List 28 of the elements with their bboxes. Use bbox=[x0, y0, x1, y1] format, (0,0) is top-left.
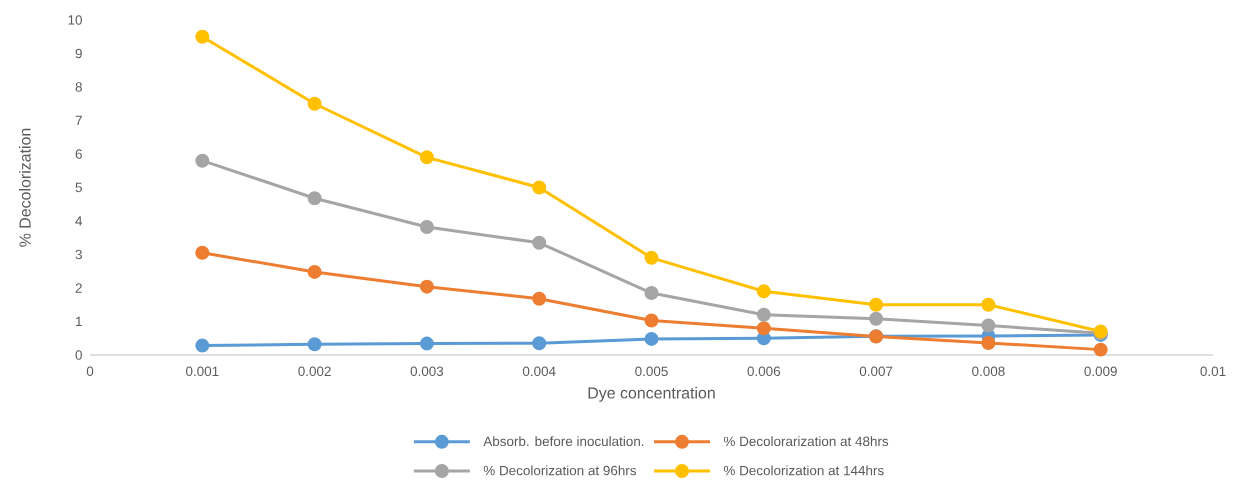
x-tick-label: 0.01 bbox=[1200, 366, 1226, 377]
x-axis-title: Dye concentration bbox=[588, 386, 715, 402]
x-tick-label: 0.001 bbox=[186, 366, 219, 377]
x-tick-label: 0.005 bbox=[635, 366, 668, 377]
y-tick-label: 3 bbox=[75, 249, 82, 260]
x-tick-label: 0.003 bbox=[410, 366, 444, 377]
x-tick-label: 0.006 bbox=[747, 366, 781, 377]
x-tick-label: 0.004 bbox=[522, 366, 556, 377]
x-tick-label: 0.009 bbox=[1084, 366, 1117, 377]
y-tick-label: 7 bbox=[75, 115, 82, 126]
y-tick-label: 6 bbox=[75, 149, 82, 159]
y-tick-label: 0 bbox=[75, 350, 82, 360]
y-tick-label: 9 bbox=[75, 48, 82, 59]
y-tick-label: 8 bbox=[75, 82, 82, 92]
y-axis-title: % Decolorization bbox=[18, 128, 31, 247]
y-tick-label: 5 bbox=[75, 182, 82, 193]
legend-label: % Decolorization at 144hrs bbox=[723, 465, 884, 476]
x-tick-label: 0 bbox=[86, 366, 94, 377]
x-tick-label: 0.002 bbox=[298, 366, 331, 377]
y-tick-label: 10 bbox=[68, 15, 82, 25]
x-tick-label: 0.008 bbox=[972, 366, 1005, 377]
y-tick-label: 4 bbox=[75, 216, 83, 226]
y-tick-label: 2 bbox=[75, 283, 82, 293]
x-tick-label: 0.007 bbox=[859, 366, 893, 377]
legend-label: % Decolorization at 96hrs bbox=[483, 465, 637, 476]
y-tick-label: 1 bbox=[76, 316, 82, 327]
legend-label: Absorb. before inoculation. bbox=[483, 436, 644, 447]
legend-label: % Decolorarization at 48hrs bbox=[723, 436, 889, 447]
